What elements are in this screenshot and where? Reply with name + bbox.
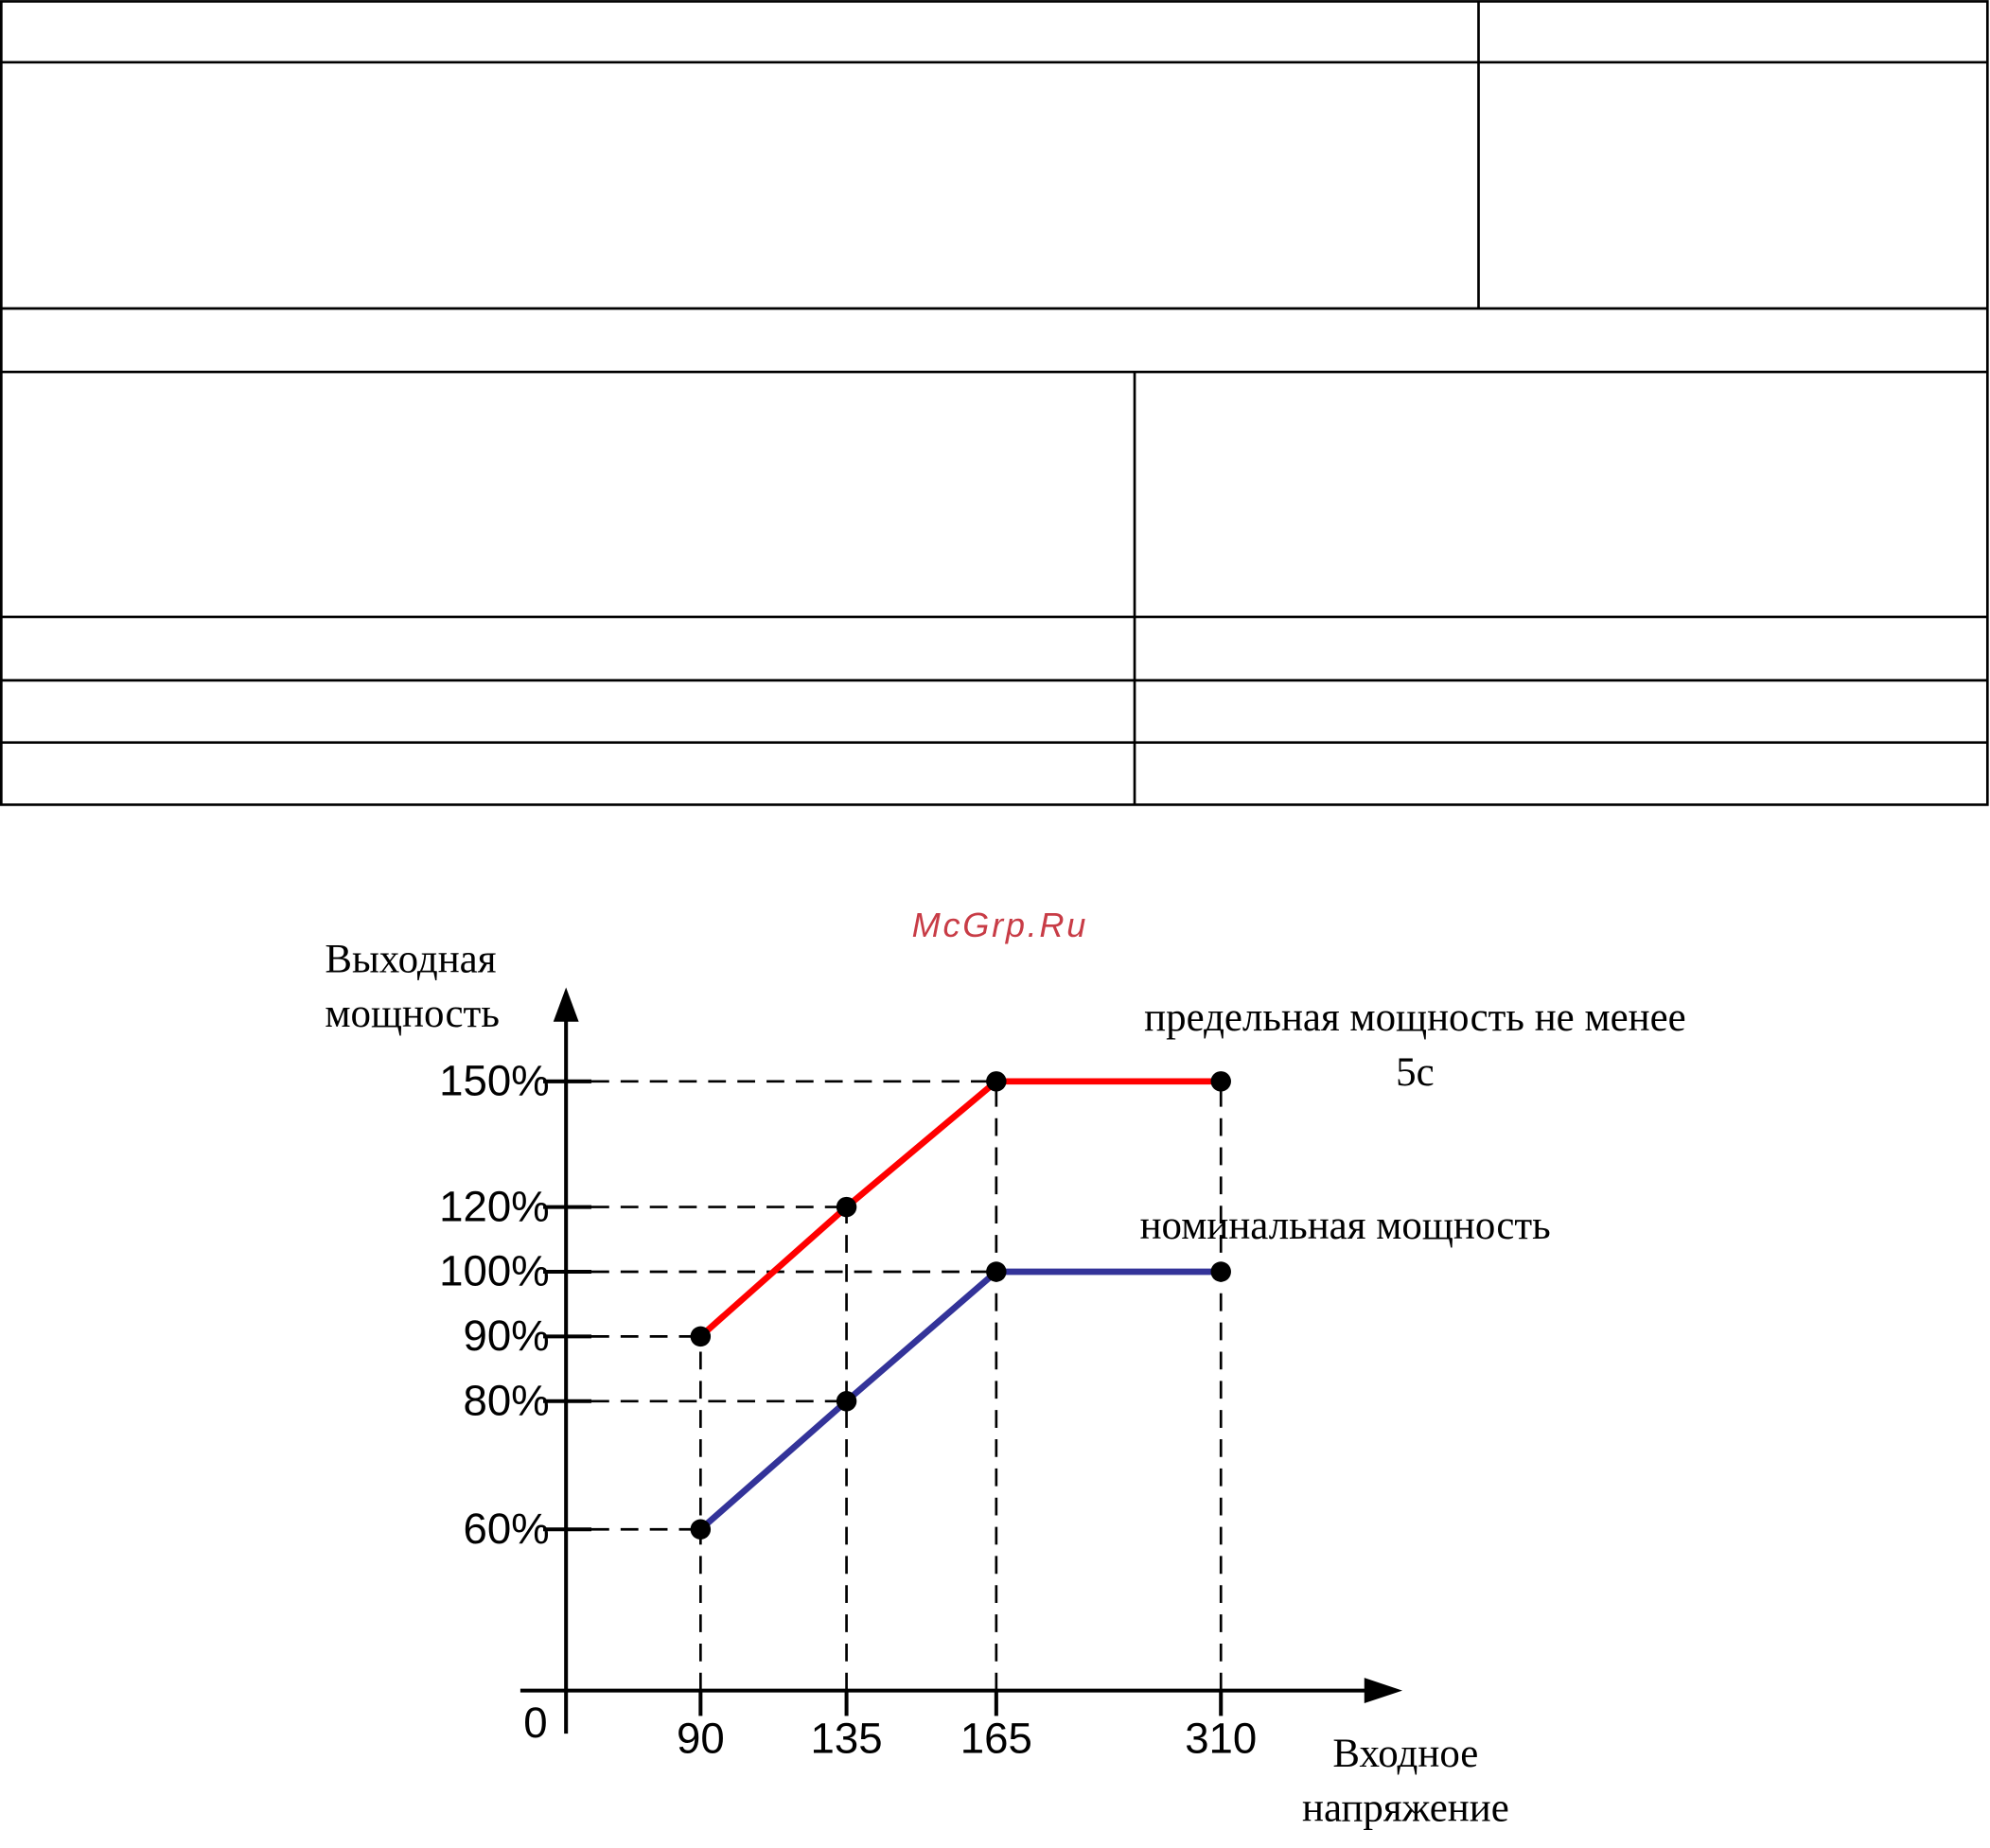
y-tick-label: 80% [463,1377,549,1425]
y-axis-arrow [553,987,579,1022]
y-tick-label: 60% [463,1505,549,1553]
y-axis-title: Выходная мощность [325,935,500,1036]
x-tick-label: 165 [960,1714,1032,1762]
x-tick-label: 135 [811,1714,883,1762]
x-tick-label: 310 [1185,1714,1257,1762]
x-tick-label: 90 [677,1714,725,1762]
y-tick-label: 100% [439,1247,550,1295]
data-point [836,1196,857,1218]
data-point [986,1071,1007,1092]
y-tick-label: 90% [463,1311,549,1360]
data-point [690,1519,712,1540]
x-axis-arrow [1364,1678,1403,1703]
y-axis-title-box: Выходная мощность [325,935,500,1036]
origin-label: 0 [523,1698,547,1747]
empty-table [0,0,1989,806]
data-point [690,1326,712,1347]
y-tick-label: 120% [439,1182,550,1230]
x-axis-title-box: Входное напряжение [1302,1730,1509,1831]
series-label: предельная мощность не менее 5с [1144,994,1686,1095]
data-point [986,1261,1007,1282]
series-label: номинальная мощность [1139,1202,1551,1248]
series-label-box: предельная мощность не менее 5с [1144,994,1686,1095]
series-line [698,1078,1222,1339]
y-tick-label: 150% [439,1057,550,1105]
watermark: McGrp.Ru [912,906,1088,944]
data-point [1210,1071,1231,1092]
data-point [1210,1261,1231,1282]
series-label-box: номинальная мощность [1139,1202,1551,1248]
series-line [698,1268,1222,1532]
x-axis-title: Входное напряжение [1302,1730,1509,1831]
data-point [836,1391,857,1412]
chart: Выходная мощность Входное напряжение 0 60… [325,935,1686,1831]
table-border [0,0,1989,806]
